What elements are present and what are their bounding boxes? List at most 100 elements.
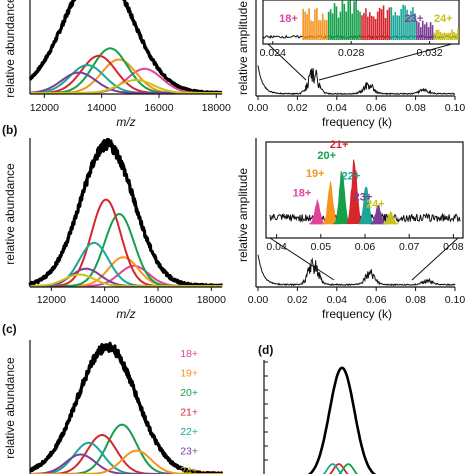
charge-state-20plus-curve <box>30 423 222 474</box>
legend-entry-20plus: 20+ <box>180 387 198 399</box>
panel-b-fft-x-ticks: 0.00 0.02 0.04 0.06 0.08 0.10 <box>248 287 466 306</box>
panel-letter-b: (b) <box>2 123 17 137</box>
charge-state-24plus-curve <box>30 79 222 94</box>
x-tick-label: 0.08 <box>405 102 426 114</box>
inset-x-tick-label: 0.06 <box>355 241 376 253</box>
x-tick-label: 0.04 <box>327 102 348 114</box>
panel-b-xlabel: m/z <box>116 307 135 321</box>
panel-b-fft-xlabel: frequency (k) <box>322 307 392 321</box>
panel-a-zoom-line-right <box>318 43 453 81</box>
fft-trace <box>257 65 456 96</box>
inset-x-tick-label: 0.028 <box>338 47 364 59</box>
inset-charge-label: 22+ <box>342 170 361 182</box>
x-tick-label: 14000 <box>90 294 119 306</box>
inset-x-tick-label: 0.08 <box>443 241 464 253</box>
panel-a-spectrum: 12000 14000 16000 18000 relative abundance … <box>3 0 231 129</box>
x-tick-label: 0.00 <box>248 294 269 306</box>
charge-state-21plus-curve <box>30 198 222 287</box>
inset-charge-label: 18+ <box>293 188 312 200</box>
x-tick-label: 18000 <box>202 102 231 114</box>
legend-entry-24plus: 24+ <box>180 465 198 474</box>
panel-d-component-curve <box>322 463 343 474</box>
panel-a-curves <box>28 0 224 95</box>
x-tick-label: 12000 <box>37 294 66 306</box>
legend-entry-19plus: 19+ <box>180 368 198 380</box>
inset-peak-18plus <box>309 198 326 225</box>
inset-peak-21plus <box>344 159 364 224</box>
envelope-trace <box>28 137 224 287</box>
inset-charge-label: 24+ <box>434 13 453 25</box>
panel-b-fft-ylabel: relative amplitude <box>236 168 250 262</box>
panel-d-component-curve <box>329 463 349 474</box>
panel-a-fft-x-ticks: 0.00 0.02 0.04 0.06 0.08 0.10 <box>248 96 466 114</box>
inset-charge-label: 23+ <box>405 13 424 25</box>
panel-b-ylabel: relative abundance <box>3 163 17 265</box>
charge-state-24plus-curve <box>29 273 222 287</box>
inset-x-tick-label: 0.07 <box>399 241 420 253</box>
x-tick-label: 16000 <box>143 294 172 306</box>
panel-a-fft-xlabel: frequency (k) <box>322 115 392 129</box>
x-tick-label: 18000 <box>197 294 226 306</box>
panel-b-fft-inset-content: 18+ 19+ 20+21+ 22+ 23+24+ 0.04 0.05 0.06 0.07 0.0… <box>266 139 463 253</box>
legend-entry-21plus: 21+ <box>180 407 198 419</box>
panel-a-fft-inset-content: 18+ 23+ 24+ 0.024 0.028 0.032 <box>260 0 460 59</box>
x-tick-label: 0.00 <box>248 102 269 114</box>
x-tick-label: 0.10 <box>445 294 466 306</box>
x-tick-label: 0.06 <box>366 102 387 114</box>
inset-peak-23plus <box>370 204 387 225</box>
inset-charge-label: 18+ <box>279 13 298 25</box>
x-tick-label: 16000 <box>144 102 173 114</box>
x-tick-label: 0.06 <box>366 294 387 306</box>
panel-a-fft-trace <box>257 65 456 96</box>
envelope-trace <box>28 0 224 95</box>
panel-letter-c: (c) <box>2 322 17 336</box>
panel-b-x-ticks: 12000 14000 16000 18000 <box>37 287 226 306</box>
inset-x-tick-label: 0.024 <box>260 47 286 59</box>
inset-charge-label: 21+ <box>330 139 349 151</box>
panel-a-fft-ylabel: relative amplitude <box>236 1 250 95</box>
inset-charge-label: 19+ <box>306 168 325 180</box>
x-tick-label: 0.04 <box>327 294 348 306</box>
panel-a-fft: 0.00 0.02 0.04 0.06 0.08 0.10 relative amplit… <box>236 0 465 129</box>
charge-state-23plus-curve <box>30 267 222 287</box>
x-tick-label: 0.02 <box>287 294 308 306</box>
inset-peak-22plus <box>358 186 375 225</box>
inset-charge-label: 23+ <box>354 192 373 204</box>
panel-d-component-curve <box>338 463 359 474</box>
panel-a-xlabel: m/z <box>116 115 135 129</box>
panel-d-curves <box>307 366 377 474</box>
panel-d-envelope <box>307 366 377 474</box>
x-tick-label: 0.02 <box>287 102 308 114</box>
panel-c-spectrum: relative abundance 18+ 19+ 20+ 21+ 22+ 23+ 24+ <box>3 340 224 474</box>
inset-charge-label: 20+ <box>317 150 336 162</box>
inset-charge-label: 24+ <box>366 199 385 211</box>
panel-a-ylabel: relative abundance <box>3 0 17 98</box>
legend-entry-18plus: 18+ <box>180 348 198 360</box>
panel-d-y-ticks <box>264 361 268 461</box>
inset-x-tick-label: 0.032 <box>416 47 442 59</box>
panel-a-zoom-line-left <box>267 43 307 81</box>
legend-entry-22plus: 22+ <box>180 426 198 438</box>
x-tick-label: 12000 <box>30 102 59 114</box>
panel-d-spectrum <box>263 360 377 474</box>
x-tick-label: 0.10 <box>445 102 466 114</box>
x-tick-label: 14000 <box>87 102 116 114</box>
panel-b-zoom-line-left <box>269 237 335 281</box>
inset-x-tick-label: 0.04 <box>266 241 287 253</box>
panel-b-curves <box>28 137 224 287</box>
legend-entry-23plus: 23+ <box>180 446 198 458</box>
x-tick-label: 0.08 <box>405 294 426 306</box>
panel-b-spectrum: 12000 14000 16000 18000 relative abundance … <box>3 137 226 321</box>
panel-b-fft-trace <box>257 254 456 287</box>
panel-b-zoom-line-right <box>411 237 459 281</box>
inset-peak-24plus <box>382 210 399 225</box>
panel-c-legend: 18+ 19+ 20+ 21+ 22+ 23+ 24+ <box>180 348 198 474</box>
fft-trace <box>257 254 456 287</box>
charge-state-19plus-curve <box>30 449 222 474</box>
panel-b-fft: 0.00 0.02 0.04 0.06 0.08 0.10 relative amplit… <box>236 138 465 321</box>
inset-x-tick-label: 0.05 <box>311 241 332 253</box>
panel-letter-d: (d) <box>258 343 273 357</box>
panel-a-x-ticks: 12000 14000 16000 18000 <box>30 94 231 114</box>
panel-c-ylabel: relative abundance <box>3 357 17 459</box>
